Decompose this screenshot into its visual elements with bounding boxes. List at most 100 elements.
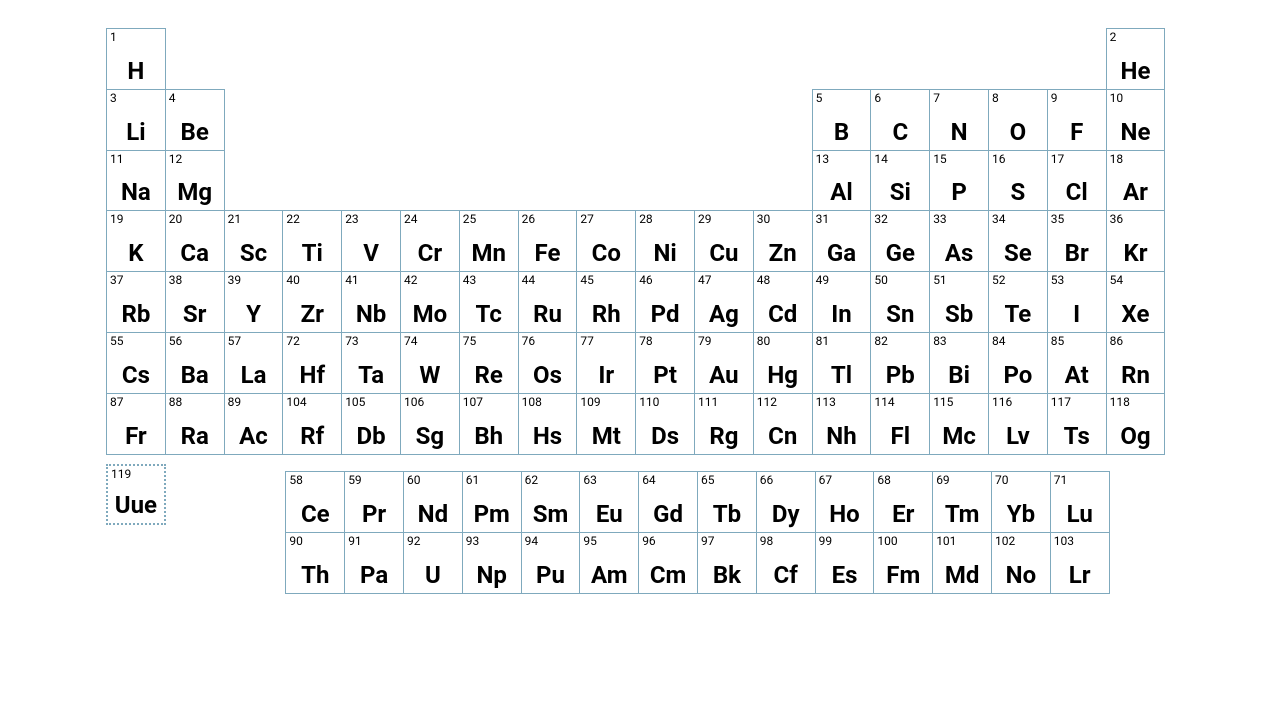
atomic-number: 52 [992, 274, 1006, 286]
element-symbol: Cf [757, 563, 815, 587]
element-symbol: He [1107, 59, 1165, 83]
atomic-number: 106 [404, 396, 424, 408]
atomic-number: 60 [407, 474, 421, 486]
element-symbol: Pt [636, 363, 694, 387]
element-cell-bh: 107Bh [459, 393, 519, 455]
element-symbol: Dy [757, 502, 815, 526]
atomic-number: 41 [345, 274, 359, 286]
element-symbol: Nh [813, 424, 871, 448]
element-cell-v: 23V [341, 210, 401, 272]
periodic-table: 1H2He3Li4Be5B6C7N8O9F10Ne11Na12Mg13Al14S… [0, 0, 1280, 720]
atomic-number: 86 [1110, 335, 1124, 347]
element-symbol: Np [463, 563, 521, 587]
atomic-number: 61 [466, 474, 480, 486]
element-cell-cr: 24Cr [400, 210, 460, 272]
atomic-number: 19 [110, 213, 124, 225]
element-cell-lv: 116Lv [988, 393, 1048, 455]
element-cell-ds: 110Ds [635, 393, 695, 455]
element-cell-c: 6C [870, 89, 930, 151]
element-cell-cf: 98Cf [756, 532, 816, 594]
element-cell-cd: 48Cd [753, 271, 813, 333]
element-cell-sg: 106Sg [400, 393, 460, 455]
element-symbol: Db [342, 424, 400, 448]
element-symbol: K [107, 241, 165, 265]
element-cell-b: 5B [812, 89, 872, 151]
element-symbol: Ru [519, 302, 577, 326]
atomic-number: 56 [169, 335, 183, 347]
element-symbol: Mt [577, 424, 635, 448]
element-cell-y: 39Y [224, 271, 284, 333]
element-symbol: Gd [639, 502, 697, 526]
element-symbol: Cl [1048, 180, 1106, 204]
element-symbol: Bk [698, 563, 756, 587]
element-symbol: Cn [754, 424, 812, 448]
element-symbol: Kr [1107, 241, 1165, 265]
element-symbol: W [401, 363, 459, 387]
element-symbol: Au [695, 363, 753, 387]
element-symbol: La [225, 363, 283, 387]
element-cell-sm: 62Sm [521, 471, 581, 533]
atomic-number: 96 [642, 535, 656, 547]
atomic-number: 89 [228, 396, 242, 408]
atomic-number: 48 [757, 274, 771, 286]
atomic-number: 58 [289, 474, 303, 486]
element-symbol: Ga [813, 241, 871, 265]
element-cell-xe: 54Xe [1106, 271, 1166, 333]
element-symbol: Lr [1051, 563, 1109, 587]
element-symbol: Al [813, 180, 871, 204]
atomic-number: 59 [348, 474, 362, 486]
atomic-number: 64 [642, 474, 656, 486]
element-symbol: Es [816, 563, 874, 587]
atomic-number: 40 [286, 274, 300, 286]
atomic-number: 6 [874, 92, 881, 104]
element-symbol: Li [107, 120, 165, 144]
atomic-number: 73 [345, 335, 359, 347]
element-cell-ag: 47Ag [694, 271, 754, 333]
element-cell-ni: 28Ni [635, 210, 695, 272]
atomic-number: 18 [1110, 153, 1124, 165]
element-symbol: Rb [107, 302, 165, 326]
element-cell-in: 49In [812, 271, 872, 333]
atomic-number: 67 [819, 474, 833, 486]
element-symbol: Og [1107, 424, 1165, 448]
atomic-number: 38 [169, 274, 183, 286]
element-cell-h: 1H [106, 28, 166, 90]
element-symbol: Xe [1107, 302, 1165, 326]
element-symbol: Tl [813, 363, 871, 387]
atomic-number: 119 [111, 468, 131, 480]
element-symbol: Rh [577, 302, 635, 326]
atomic-number: 5 [816, 92, 823, 104]
element-cell-pr: 59 Pr [344, 471, 404, 533]
atomic-number: 11 [110, 153, 124, 165]
element-cell-li: 3Li [106, 89, 166, 151]
element-symbol: At [1048, 363, 1106, 387]
atomic-number: 94 [525, 535, 539, 547]
element-symbol: Se [989, 241, 1047, 265]
element-symbol: Ho [816, 502, 874, 526]
element-symbol: Cs [107, 363, 165, 387]
element-symbol: Hg [754, 363, 812, 387]
element-cell-rn: 86Rn [1106, 332, 1166, 394]
element-symbol: Fr [107, 424, 165, 448]
element-cell-ca: 20Ca [165, 210, 225, 272]
element-symbol: Fe [519, 241, 577, 265]
atomic-number: 29 [698, 213, 712, 225]
element-cell-uue: 119Uue [106, 464, 166, 526]
element-cell-zr: 40 Zr [282, 271, 342, 333]
element-symbol: Am [580, 563, 638, 587]
atomic-number: 39 [228, 274, 242, 286]
atomic-number: 65 [701, 474, 715, 486]
element-symbol: In [813, 302, 871, 326]
element-symbol: Bi [930, 363, 988, 387]
element-symbol: Lu [1051, 502, 1109, 526]
element-symbol: Pr [345, 502, 403, 526]
element-cell-sb: 51Sb [929, 271, 989, 333]
element-symbol: Yb [992, 502, 1050, 526]
element-symbol: Ac [225, 424, 283, 448]
atomic-number: 44 [522, 274, 536, 286]
element-symbol: Ba [166, 363, 224, 387]
atomic-number: 72 [286, 335, 300, 347]
atomic-number: 10 [1110, 92, 1124, 104]
element-cell-og: 118Og [1106, 393, 1166, 455]
element-symbol: Zr [283, 302, 341, 326]
